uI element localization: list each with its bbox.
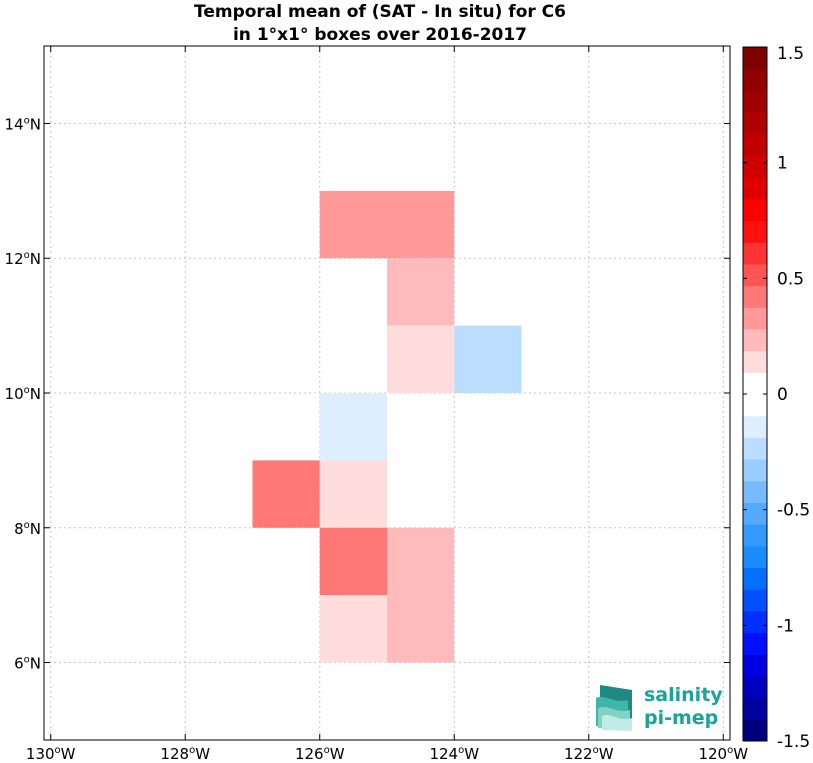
y-axis: 6oN 8oN 10oN 12oN 14oN <box>5 115 730 673</box>
colorbar-bin-1 <box>743 697 767 720</box>
colorbar-tick-label-5: -1 <box>777 616 794 636</box>
data-cell-11 <box>387 595 455 663</box>
colorbar-bin-23 <box>743 220 767 243</box>
colorbar-bin-4 <box>743 632 767 655</box>
colorbar-bin-10 <box>743 502 767 525</box>
colorbar-tick-label-1: 1 <box>777 154 788 174</box>
y-tick-label-1: 8oN <box>14 520 41 538</box>
colorbar-bin-27 <box>743 133 767 156</box>
colorbar-bin-21 <box>743 263 767 287</box>
data-cell-10 <box>319 595 387 663</box>
data-cell-7 <box>319 460 387 528</box>
colorbar-tick-label-2: 0.5 <box>777 269 804 289</box>
data-cell-3 <box>387 325 455 393</box>
colorbar-bin-12 <box>743 459 767 482</box>
colorbar-tick-label-0: 1.5 <box>777 44 804 64</box>
colorbar-bin-9 <box>743 524 767 547</box>
colorbar-bin-7 <box>743 567 767 590</box>
colorbar-bin-26 <box>743 155 767 178</box>
x-tick-label-0: 130oW <box>26 745 76 763</box>
colorbar-bin-2 <box>743 675 767 699</box>
colorbar-bin-30 <box>743 68 767 91</box>
x-tick-label-1: 128oW <box>160 745 210 763</box>
colorbar-bin-29 <box>743 90 767 113</box>
colorbar-bin-13 <box>743 437 767 460</box>
colorbar-tick-label-3: 0 <box>777 385 788 405</box>
colorbar-bin-8 <box>743 545 767 568</box>
colorbar-bin-18 <box>743 328 767 352</box>
colorbar-bin-19 <box>743 307 767 330</box>
y-tick-label-0: 6oN <box>14 655 41 673</box>
colorbar-bin-24 <box>743 198 767 221</box>
data-cells <box>252 190 522 663</box>
x-tick-label-5: 120oW <box>698 745 748 763</box>
chart-title: Temporal mean of (SAT - In situ) for C6 … <box>194 2 566 45</box>
colorbar-bin-11 <box>743 480 767 503</box>
colorbar-bin-28 <box>743 112 767 135</box>
y-tick-label-2: 10oN <box>5 385 41 403</box>
x-tick-label-4: 122oW <box>564 745 614 763</box>
chart-title-line-1: Temporal mean of (SAT - In situ) for C6 <box>194 2 566 22</box>
colorbar-bin-5 <box>743 610 767 634</box>
colorbar-tick-label-4: -0.5 <box>777 501 810 521</box>
colorbar-bin-3 <box>743 654 767 677</box>
data-cell-2 <box>387 258 455 326</box>
data-cell-8 <box>319 527 387 596</box>
y-tick-label-4: 14oN <box>5 115 41 133</box>
colorbar-axis: 1.5 1 0.5 0 -0.5 -1 -1.5 <box>743 44 810 752</box>
colorbar <box>742 46 768 742</box>
colorbar-bin-17 <box>743 350 767 373</box>
data-cell-9 <box>387 527 455 596</box>
colorbar-bin-31 <box>743 47 767 70</box>
colorbar-bin-22 <box>743 242 767 265</box>
colorbar-tick-label-6: -1.5 <box>777 732 810 752</box>
y-tick-label-3: 12oN <box>5 250 41 268</box>
data-cell-5 <box>319 393 387 461</box>
colorbar-bin-6 <box>743 589 767 612</box>
data-cell-4 <box>454 325 522 393</box>
data-cell-1 <box>387 190 455 259</box>
data-cell-6 <box>252 460 320 528</box>
colorbar-bin-16 <box>743 372 767 395</box>
wave-logo-icon <box>596 685 632 731</box>
x-tick-label-3: 124oW <box>429 745 479 763</box>
salinity-pi-mep-logo: salinity pi-mep <box>596 684 723 731</box>
colorbar-bin-25 <box>743 177 767 200</box>
x-tick-label-2: 126oW <box>295 745 345 763</box>
x-axis: 130oW 128oW 126oW 124oW 122oW 120oW <box>26 46 748 763</box>
chart-title-line-2: in 1°x1° boxes over 2016-2017 <box>233 25 527 45</box>
data-cell-0 <box>319 190 387 259</box>
colorbar-bin-15 <box>743 394 767 417</box>
colorbar-bin-20 <box>743 285 767 308</box>
colorbar-bin-14 <box>743 415 767 438</box>
logo-text-pi-mep: pi-mep <box>644 707 718 729</box>
logo-text-salinity: salinity <box>644 684 723 706</box>
colorbar-bin-0 <box>743 719 767 742</box>
